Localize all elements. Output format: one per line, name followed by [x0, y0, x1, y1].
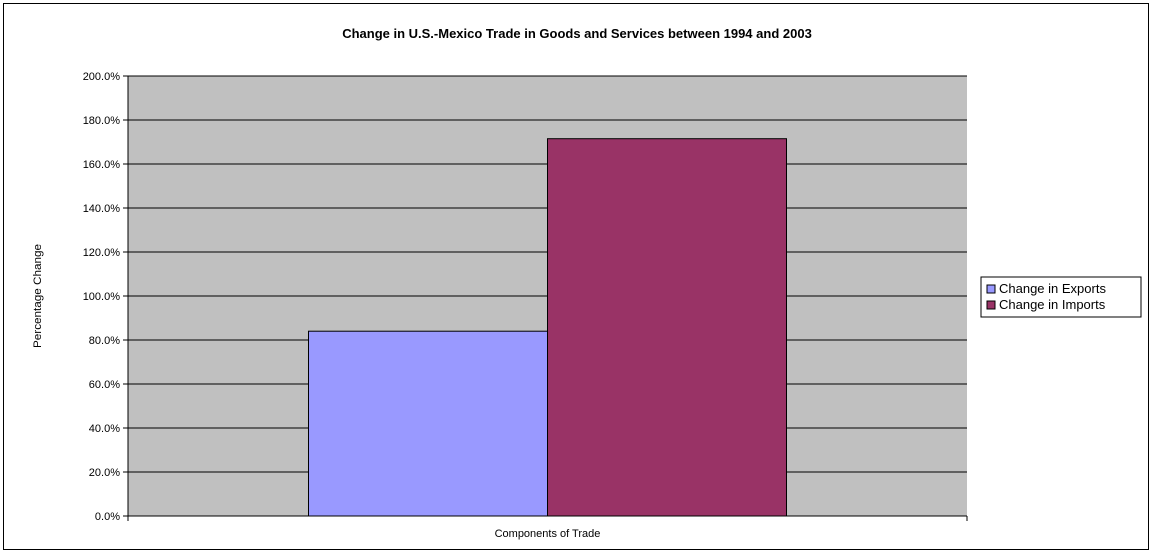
legend-swatch — [986, 300, 996, 310]
legend-swatch — [986, 284, 996, 294]
y-tick-label: 140.0% — [83, 203, 121, 215]
legend-box — [980, 276, 1142, 318]
bar-change-in-exports — [308, 330, 548, 517]
y-tick-label: 40.0% — [89, 423, 120, 435]
y-tick-label: 160.0% — [83, 159, 121, 171]
y-tick-label: 20.0% — [89, 467, 120, 479]
y-tick-label: 200.0% — [83, 71, 121, 83]
bars — [308, 138, 787, 517]
x-axis-label: Components of Trade — [495, 528, 601, 540]
y-tick-labels: 0.0% 20.0% 40.0% 60.0% 80.0% 100.0% 120.0% 140.… — [83, 71, 121, 523]
legend-entry: Change in Exports — [999, 281, 1106, 296]
y-tick-label: 100.0% — [83, 291, 121, 303]
bar-change-in-imports — [547, 138, 787, 517]
chart-title: Change in U.S.-Mexico Trade in Goods and… — [342, 26, 812, 41]
y-tick-label: 0.0% — [95, 511, 120, 523]
y-tick-label: 120.0% — [83, 247, 121, 259]
y-tick-label: 80.0% — [89, 335, 120, 347]
y-axis-label: Percentage Change — [32, 244, 44, 348]
legend-entry: Change in Imports — [999, 297, 1106, 312]
axes — [123, 75, 968, 521]
y-tick-label: 180.0% — [83, 115, 121, 127]
y-tick-label: 60.0% — [89, 379, 120, 391]
